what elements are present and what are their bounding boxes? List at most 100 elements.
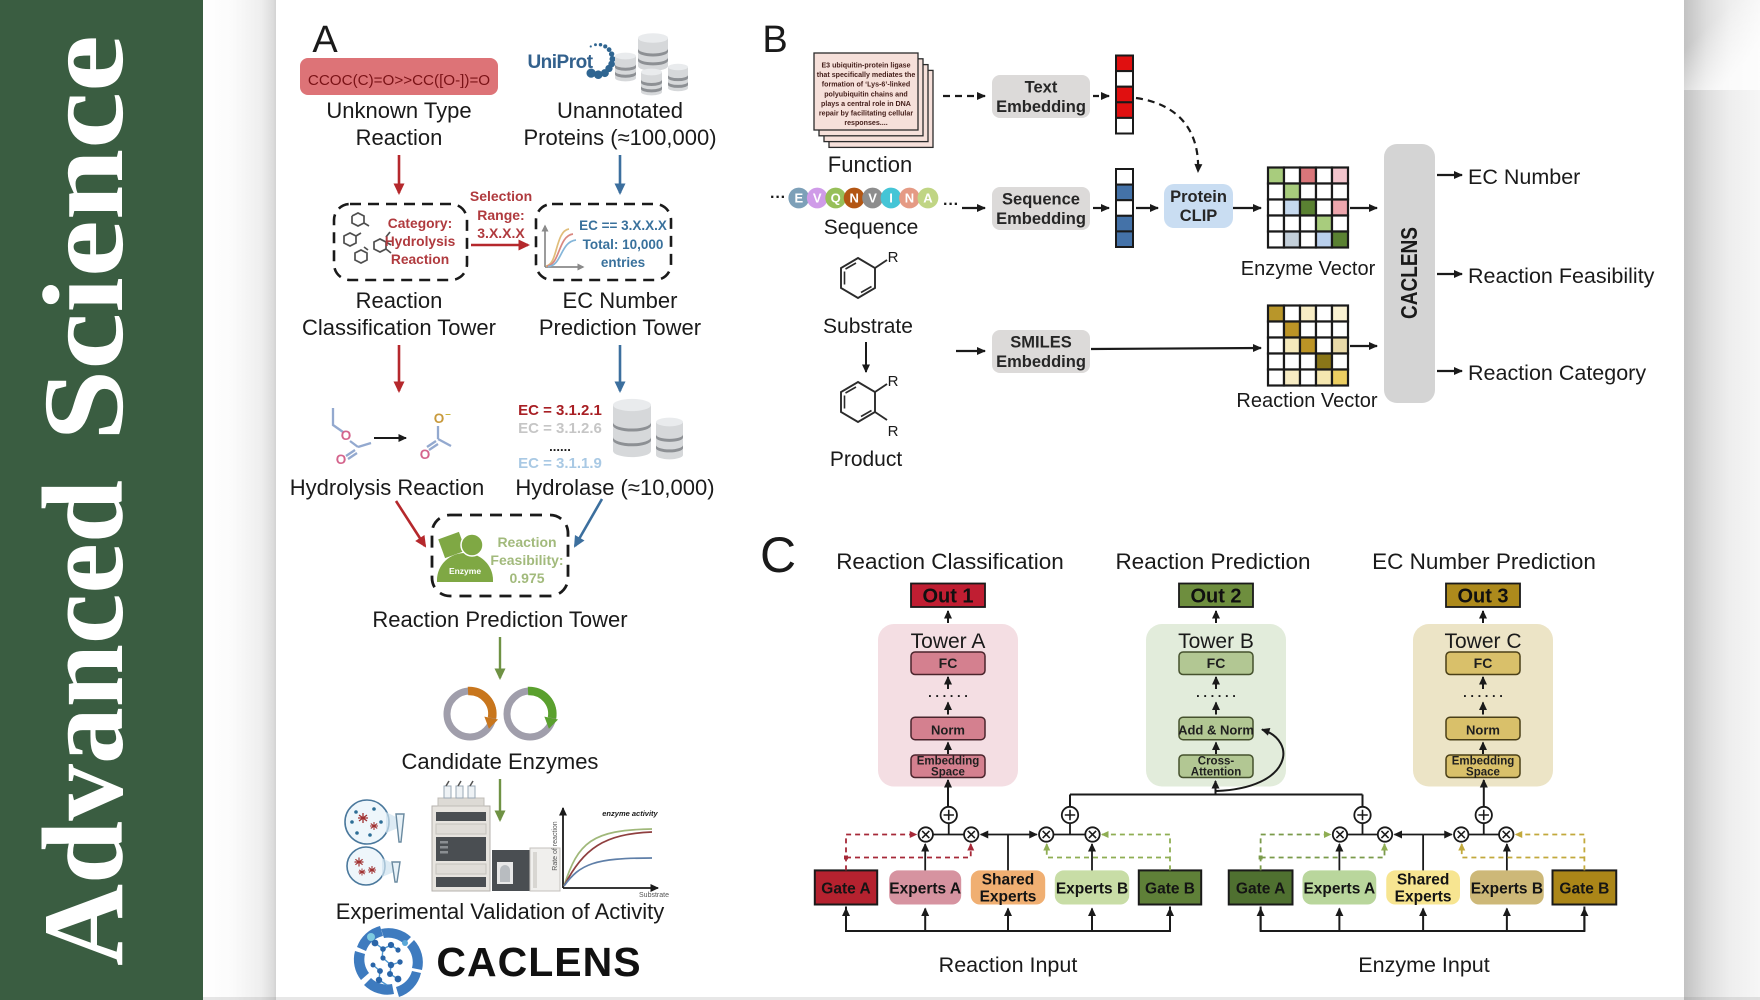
svg-text:Category:: Category: <box>388 216 452 231</box>
svg-text:. . . . . .: . . . . . . <box>928 685 968 700</box>
svg-text:Substrate: Substrate <box>639 892 669 899</box>
svg-text:Hydrolysis: Hydrolysis <box>385 234 456 249</box>
svg-text:Shared: Shared <box>1397 872 1450 889</box>
svg-text:Enzyme Vector: Enzyme Vector <box>1241 258 1376 280</box>
svg-text:Shared: Shared <box>982 872 1035 889</box>
svg-text:Experts B: Experts B <box>1471 881 1543 898</box>
svg-text:Prediction Tower: Prediction Tower <box>539 315 701 340</box>
svg-text:Gate B: Gate B <box>1559 881 1609 898</box>
svg-text:O: O <box>336 452 347 467</box>
svg-text:Reaction: Reaction <box>356 288 443 313</box>
svg-text:O: O <box>420 447 431 462</box>
svg-text:Tower B: Tower B <box>1178 630 1254 653</box>
svg-text:Reaction: Reaction <box>391 252 449 267</box>
svg-text:O: O <box>434 411 445 426</box>
svg-text:CCOC(C)=O>>CC([O-])=O: CCOC(C)=O>>CC([O-])=O <box>308 72 490 89</box>
svg-text:Reaction Prediction: Reaction Prediction <box>1115 549 1310 574</box>
svg-text:EC Number: EC Number <box>563 288 678 313</box>
svg-text:Experts A: Experts A <box>889 881 961 898</box>
svg-text:EC = 3.1.2.6: EC = 3.1.2.6 <box>518 420 602 437</box>
svg-text:CLIP: CLIP <box>1180 207 1218 225</box>
svg-text:Function: Function <box>828 152 912 177</box>
svg-text:CACLENS: CACLENS <box>1396 227 1422 319</box>
svg-text:A: A <box>923 191 933 206</box>
svg-text:Attention: Attention <box>1191 767 1241 779</box>
svg-text:Reaction Feasibility: Reaction Feasibility <box>1468 264 1655 288</box>
svg-text:3.X.X.X: 3.X.X.X <box>477 225 525 241</box>
svg-text:I: I <box>889 191 893 206</box>
svg-text:Advanced: Advanced <box>20 480 147 966</box>
svg-text:Tower C: Tower C <box>1444 630 1521 653</box>
svg-text:Substrate: Substrate <box>823 315 913 338</box>
svg-text:Out 1: Out 1 <box>922 586 973 608</box>
svg-text:Feasibility:: Feasibility: <box>490 552 563 568</box>
svg-text:Experts: Experts <box>1395 889 1452 906</box>
svg-text:R: R <box>888 249 899 266</box>
svg-text:Out 2: Out 2 <box>1190 586 1241 608</box>
svg-text:···: ··· <box>943 196 959 213</box>
svg-text:–: – <box>445 409 451 420</box>
svg-text:Hydrolase (≈10,000): Hydrolase (≈10,000) <box>515 475 714 500</box>
svg-text:that specifically mediates the: that specifically mediates the <box>817 71 916 79</box>
svg-text:Norm: Norm <box>1466 723 1500 738</box>
svg-text:Enzyme Input: Enzyme Input <box>1358 953 1489 977</box>
svg-text:CACLENS: CACLENS <box>436 939 641 985</box>
svg-text:R: R <box>888 423 899 440</box>
svg-text:Space: Space <box>1466 767 1500 779</box>
svg-text:Tower A: Tower A <box>911 630 986 653</box>
svg-text:Rate of reaction: Rate of reaction <box>552 821 559 871</box>
svg-text:Reaction Input: Reaction Input <box>939 953 1078 977</box>
svg-text:Proteins (≈100,000): Proteins (≈100,000) <box>523 125 716 150</box>
svg-text:Embedding: Embedding <box>1452 756 1515 768</box>
svg-text:Experts: Experts <box>980 889 1037 906</box>
svg-text:Gate B: Gate B <box>1145 881 1195 898</box>
svg-text:E: E <box>794 191 803 206</box>
svg-text:N: N <box>905 191 914 206</box>
svg-text:Selection: Selection <box>470 188 532 204</box>
svg-text:EC == 3.X.X.X: EC == 3.X.X.X <box>579 218 667 233</box>
svg-text:E3 ubiquitin-protein ligase: E3 ubiquitin-protein ligase <box>821 62 910 70</box>
svg-text:Classification Tower: Classification Tower <box>302 315 496 340</box>
svg-text:Reaction Classification: Reaction Classification <box>836 549 1064 574</box>
svg-text:EC Number: EC Number <box>1468 165 1580 189</box>
svg-text:Product: Product <box>830 448 903 471</box>
svg-text:polyubiquitin chains and: polyubiquitin chains and <box>824 90 908 98</box>
svg-text:B: B <box>762 19 787 61</box>
svg-text:R: R <box>888 373 899 390</box>
svg-text:enzyme activity: enzyme activity <box>602 809 658 818</box>
svg-text:FC: FC <box>1207 655 1226 671</box>
svg-text:Gate A: Gate A <box>821 881 870 898</box>
svg-text:repair by facilitating cellula: repair by facilitating cellular <box>819 110 913 118</box>
svg-text:SMILES: SMILES <box>1010 334 1071 352</box>
svg-text:Gate A: Gate A <box>1236 881 1285 898</box>
svg-text:Embedding: Embedding <box>996 98 1086 116</box>
svg-text:Q: Q <box>831 191 841 206</box>
svg-text:Text: Text <box>1025 79 1058 97</box>
svg-text:0.975: 0.975 <box>509 570 544 586</box>
svg-text:Reaction Prediction Tower: Reaction Prediction Tower <box>372 607 627 632</box>
svg-text:O: O <box>341 428 352 443</box>
svg-text:Experts A: Experts A <box>1303 881 1375 898</box>
svg-text:Protein: Protein <box>1170 188 1227 206</box>
svg-text:. . . . . .: . . . . . . <box>1196 685 1236 700</box>
svg-text:. . . . . .: . . . . . . <box>1463 685 1503 700</box>
svg-text:N: N <box>849 191 858 206</box>
svg-text:EC = 3.1.2.1: EC = 3.1.2.1 <box>518 402 602 419</box>
svg-text:V: V <box>813 191 822 206</box>
svg-text:Embedding: Embedding <box>917 756 980 768</box>
svg-text:C: C <box>760 527 796 583</box>
svg-text:Reaction Vector: Reaction Vector <box>1236 390 1378 412</box>
svg-text:EC = 3.1.1.9: EC = 3.1.1.9 <box>518 455 602 472</box>
svg-text:···: ··· <box>770 189 786 206</box>
svg-text:Hydrolysis Reaction: Hydrolysis Reaction <box>290 475 484 500</box>
svg-text:Range:: Range: <box>477 207 524 223</box>
svg-text:entries: entries <box>601 255 645 270</box>
svg-text:formation of ‘Lys-6’-linked: formation of ‘Lys-6’-linked <box>822 81 910 89</box>
svg-text:FC: FC <box>939 655 958 671</box>
svg-text:UniProt: UniProt <box>527 52 593 73</box>
svg-text:Cross-: Cross- <box>1198 756 1235 768</box>
svg-text:Reaction: Reaction <box>356 125 443 150</box>
svg-text:Total: 10,000: Total: 10,000 <box>583 237 664 252</box>
svg-text:Enzyme: Enzyme <box>449 566 481 576</box>
svg-text:Candidate Enzymes: Candidate Enzymes <box>402 749 599 774</box>
